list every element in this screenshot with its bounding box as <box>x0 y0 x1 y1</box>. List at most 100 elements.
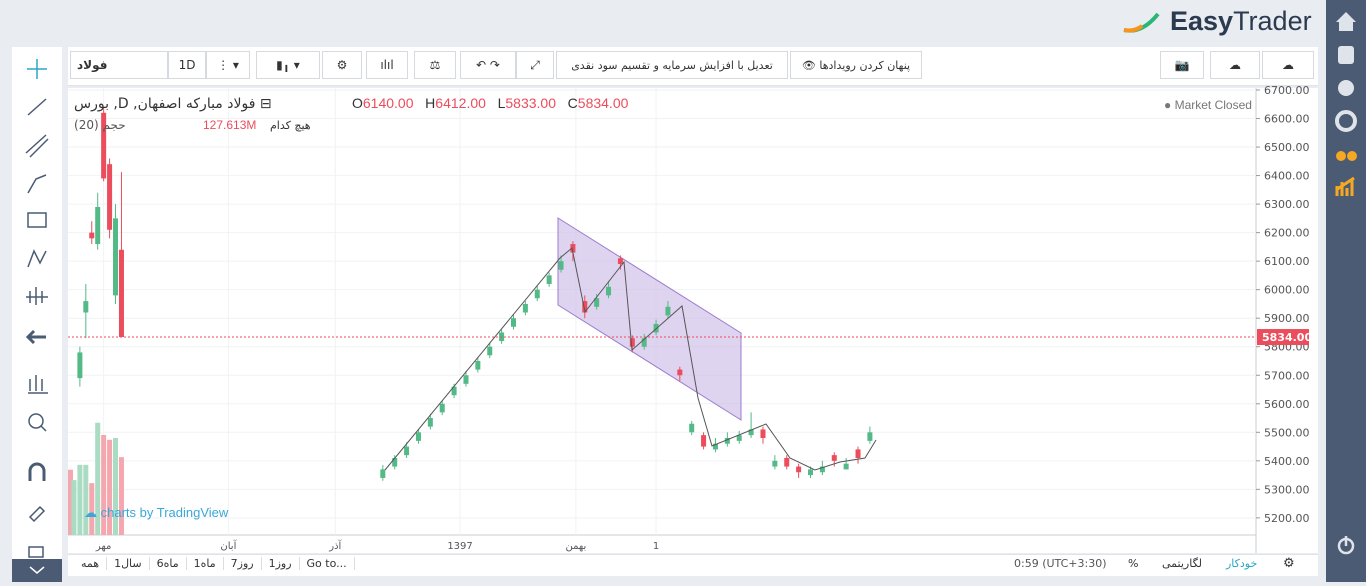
compare-button[interactable]: ⚖ <box>414 51 456 79</box>
y-tick-label: 5300.00 <box>1264 483 1310 496</box>
axis-settings[interactable]: ⚙ <box>1283 556 1295 571</box>
binoculars-icon[interactable] <box>1336 151 1346 161</box>
candle-body <box>101 112 107 179</box>
candle-body <box>867 432 873 441</box>
candle-body <box>451 386 457 396</box>
chart-type-button[interactable]: ▮╻ ▾ <box>256 51 320 79</box>
last-price-box <box>1257 329 1309 346</box>
y-tick-label: 6100.00 <box>1264 255 1310 268</box>
candle-body <box>427 418 433 427</box>
candle-body <box>89 232 95 239</box>
logo-mark <box>1123 12 1160 33</box>
home-icon[interactable] <box>1336 12 1356 31</box>
x-tick-label: آبان <box>220 539 237 552</box>
candle-body <box>463 375 469 384</box>
range-button[interactable]: 7روز <box>224 557 262 570</box>
legend-title: ⊟ فولاد مبارکه اصفهان, D, بورس <box>74 96 272 112</box>
candle-body <box>77 352 83 379</box>
zoom-tool[interactable] <box>28 413 44 429</box>
range-button[interactable]: همه <box>74 557 108 570</box>
volume-bar <box>107 439 113 535</box>
watermark: ☁ charts by TradingView <box>84 505 229 520</box>
logo-easy: Easy <box>1170 6 1234 36</box>
candle-body <box>689 423 695 433</box>
chart: 5200.00 5300.00 5400.00 5500.00 5600.00 5700.… <box>68 84 1318 553</box>
channel-tool[interactable] <box>25 134 49 158</box>
x-tick-label: آذر <box>328 539 342 552</box>
y-tick-label: 5500.00 <box>1264 426 1310 439</box>
candle-body <box>570 244 576 253</box>
fib-tool[interactable] <box>26 287 48 305</box>
auto-toggle[interactable]: خودکار <box>1226 557 1258 570</box>
market-status-text: Market Closed <box>1174 98 1252 112</box>
goto-button[interactable]: Go to... <box>300 557 355 570</box>
candle-body <box>380 469 386 478</box>
candle-body <box>582 301 588 313</box>
header: EasyTrader <box>0 0 1326 46</box>
candle-body <box>511 318 516 327</box>
back-tool[interactable] <box>25 329 46 345</box>
range-button[interactable]: 1سال <box>107 557 150 570</box>
magnet-tool[interactable] <box>28 462 46 481</box>
close-value: 5834.00 <box>577 95 629 111</box>
fullscreen-button[interactable]: ⤢ <box>516 51 554 79</box>
trend-drawing[interactable] <box>384 247 877 471</box>
save-button[interactable]: ☁ <box>1262 51 1314 79</box>
settings-button[interactable]: ⚙ <box>322 51 362 79</box>
logo: EasyTrader <box>1170 6 1312 37</box>
chart-icon[interactable] <box>1335 176 1355 196</box>
candle-body <box>641 338 647 347</box>
measure-tool[interactable] <box>28 375 48 394</box>
y-tick-label: 6000.00 <box>1264 284 1310 297</box>
undo-redo-button[interactable]: ↶ ↷ <box>460 51 516 79</box>
symbol-input[interactable]: فولاد <box>70 51 168 79</box>
percent-toggle[interactable]: % <box>1128 557 1139 570</box>
candle-body <box>796 466 802 473</box>
candle-body <box>415 432 421 441</box>
y-tick-label: 5600.00 <box>1264 398 1310 411</box>
range-button[interactable]: 1روز <box>262 557 300 570</box>
low-label: L <box>497 95 506 111</box>
last-price-label: 5834.00 <box>1262 331 1312 344</box>
lock-tool[interactable] <box>28 546 44 558</box>
candle-body <box>118 249 124 338</box>
candle-body <box>95 206 101 245</box>
path-tool[interactable] <box>27 174 47 194</box>
range-button[interactable]: 1ماه <box>187 557 224 570</box>
volume-bar <box>95 422 101 535</box>
y-tick-label: 5400.00 <box>1264 455 1310 468</box>
adjust-button[interactable]: تعدیل با افزایش سرمایه و تقسیم سود نقدی <box>556 51 788 79</box>
y-tick-label: 6700.00 <box>1264 84 1310 97</box>
market-status: ● Market Closed <box>1164 98 1252 112</box>
pie-icon[interactable] <box>1335 110 1357 132</box>
candle-body <box>760 429 766 439</box>
snapshot-button[interactable]: 📷 <box>1160 51 1204 79</box>
volume-bar <box>71 480 77 535</box>
candle-body <box>701 435 707 447</box>
volume-bar <box>89 483 95 535</box>
pattern-tool[interactable] <box>27 249 47 268</box>
bag-icon[interactable] <box>1338 80 1354 96</box>
lock-draw-tool[interactable] <box>28 505 46 523</box>
collapse-button[interactable] <box>12 559 62 582</box>
volume-title: (حجم (20 <box>74 118 126 132</box>
log-toggle[interactable]: لگاریتمی <box>1162 557 1202 570</box>
candle-body <box>808 469 813 476</box>
hide-events-button[interactable]: پنهان کردن رویدادها 👁 <box>790 51 922 79</box>
menu-button[interactable]: ⋮ ▾ <box>206 51 250 79</box>
crosshair-tool[interactable] <box>27 59 47 79</box>
parallel-channel-drawing[interactable] <box>557 217 742 421</box>
comment-tool[interactable] <box>27 212 47 228</box>
candle-body <box>843 463 849 470</box>
line-tool[interactable] <box>27 98 47 116</box>
interval-button[interactable]: 1D <box>168 51 206 79</box>
candle-body <box>677 369 683 376</box>
y-tick-label: 6200.00 <box>1264 227 1310 240</box>
x-tick-label: 1397 <box>447 541 472 552</box>
range-button[interactable]: 6ماه <box>150 557 187 570</box>
indicators-button[interactable]: ılıl <box>366 51 408 79</box>
timezone: 0:59 (UTC+3:30) <box>1014 557 1107 570</box>
load-button[interactable]: ☁ <box>1210 51 1260 79</box>
db-icon[interactable] <box>1338 46 1354 64</box>
